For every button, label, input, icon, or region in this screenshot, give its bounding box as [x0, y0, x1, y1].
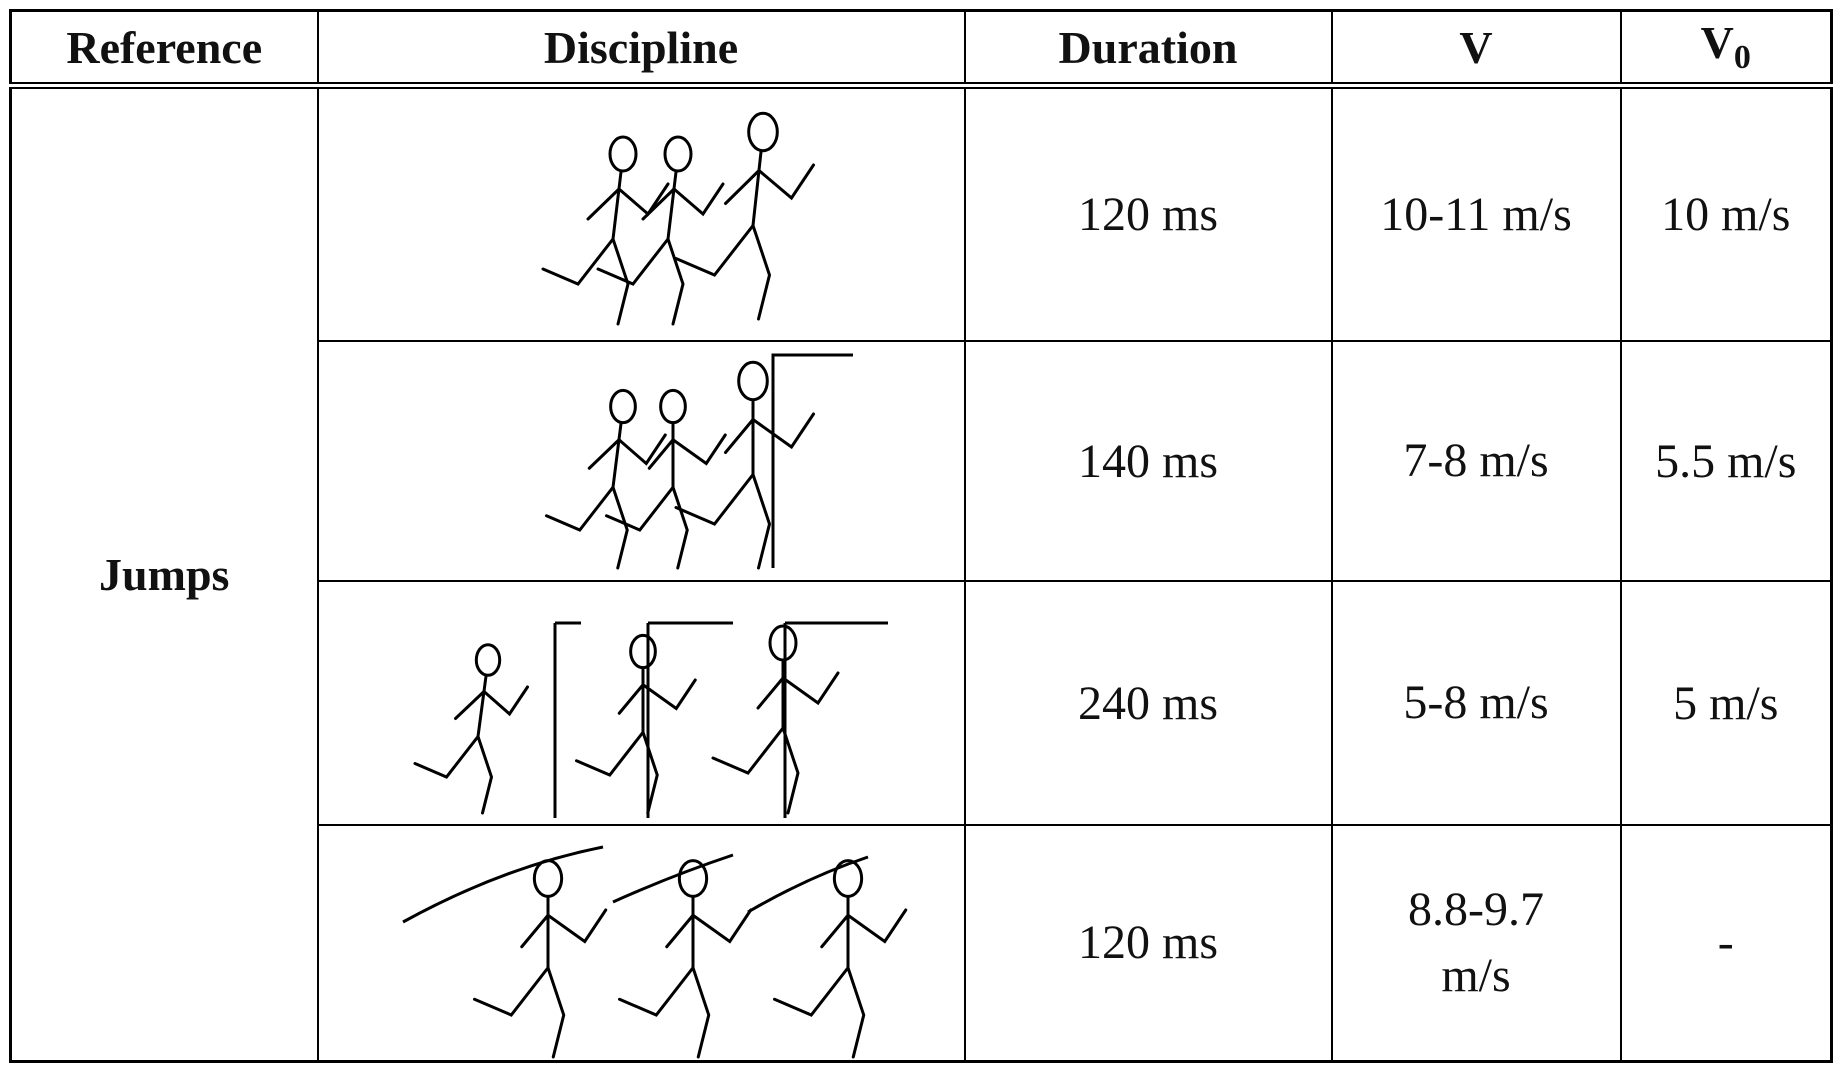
header-cell: Duration [965, 11, 1332, 86]
duration-cell: 240 ms [965, 581, 1332, 825]
v-cell: 8.8-9.7 m/s [1332, 825, 1621, 1061]
discipline-cell [318, 581, 965, 825]
v0-cell: 5.5 m/s [1621, 341, 1832, 581]
v0-value: 5 m/s [1673, 677, 1778, 730]
v-cell: 10-11 m/s [1332, 86, 1621, 342]
discipline-cell [318, 86, 965, 342]
header-text: Duration [1059, 22, 1238, 73]
duration-cell: 120 ms [965, 86, 1332, 342]
athlete-illustration [319, 343, 964, 579]
header-cell: Reference [11, 11, 318, 86]
header-text: Discipline [544, 22, 738, 73]
v0-value: 5.5 m/s [1655, 435, 1796, 488]
group-label: Jumps [99, 549, 229, 600]
v0-cell: 5 m/s [1621, 581, 1832, 825]
header-text: V [1701, 17, 1734, 68]
v0-value: - [1718, 916, 1734, 969]
v-cell: 5-8 m/s [1332, 581, 1621, 825]
duration-cell: 120 ms [965, 825, 1332, 1061]
header-subscript: 0 [1734, 40, 1751, 77]
v0-cell: - [1621, 825, 1832, 1061]
header-cell: V0 [1621, 11, 1832, 86]
athlete-illustration [319, 583, 964, 823]
duration-value: 140 ms [1078, 435, 1218, 488]
header-cell: V [1332, 11, 1621, 86]
discipline-cell [318, 341, 965, 581]
header-text: V [1459, 22, 1492, 73]
page: ReferenceDisciplineDurationVV0 Jumps120 … [0, 0, 1838, 1071]
header-text: Reference [66, 22, 262, 73]
duration-value: 120 ms [1078, 916, 1218, 969]
duration-value: 120 ms [1078, 188, 1218, 241]
header-cell: Discipline [318, 11, 965, 86]
duration-cell: 140 ms [965, 341, 1332, 581]
v-value: 7-8 m/s [1403, 434, 1548, 487]
v-cell: 7-8 m/s [1332, 341, 1621, 581]
v0-value: 10 m/s [1661, 188, 1790, 241]
v-value: 8.8-9.7 m/s [1408, 883, 1544, 1002]
athlete-illustration [319, 827, 964, 1059]
v0-cell: 10 m/s [1621, 86, 1832, 342]
group-cell: Jumps [11, 86, 318, 1062]
athlete-illustration [319, 89, 964, 340]
discipline-cell [318, 825, 965, 1061]
v-value: 5-8 m/s [1403, 676, 1548, 729]
duration-value: 240 ms [1078, 677, 1218, 730]
v-value: 10-11 m/s [1380, 188, 1572, 241]
